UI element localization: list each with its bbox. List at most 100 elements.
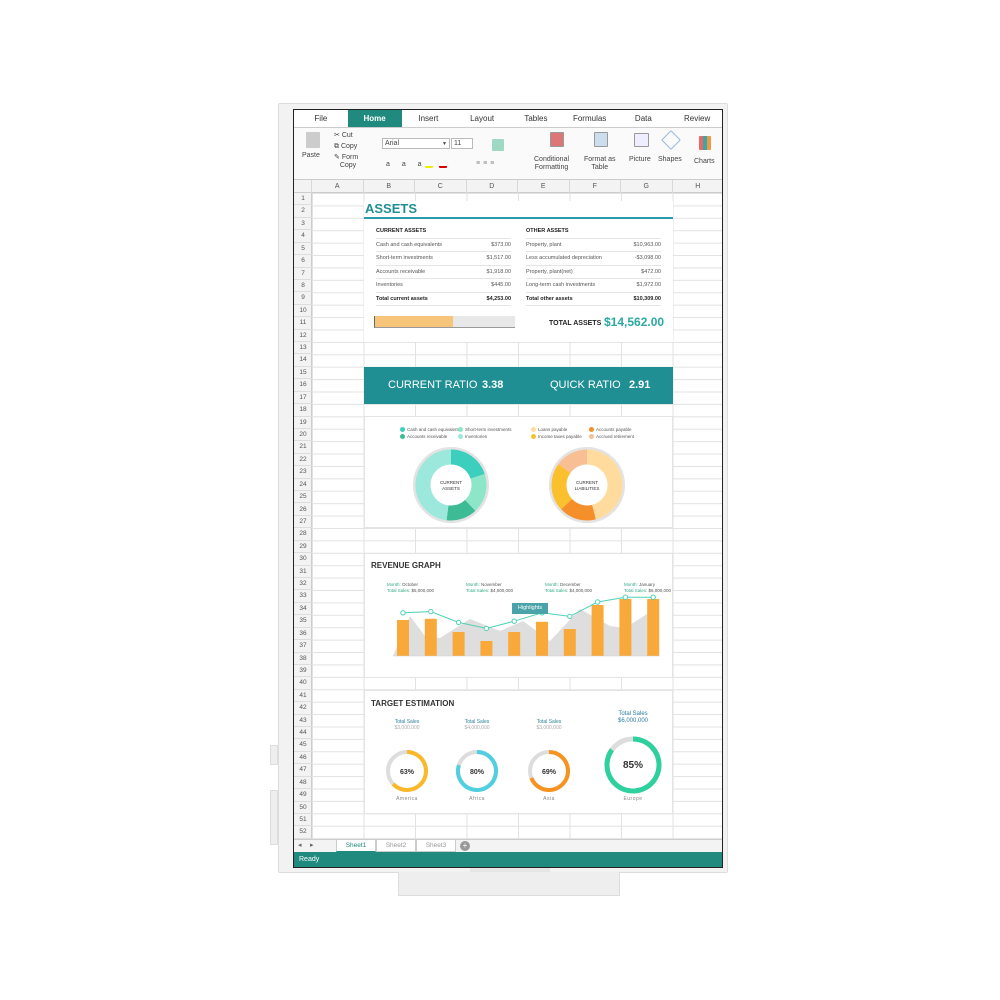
row-header[interactable]: 28 <box>294 528 312 541</box>
row-header[interactable]: 13 <box>294 342 312 355</box>
row-header[interactable]: 40 <box>294 677 312 690</box>
tab-tables[interactable]: Tables <box>524 114 548 123</box>
fill-color-icon[interactable] <box>425 160 433 168</box>
column-header-C[interactable]: C <box>415 180 467 193</box>
cut-button[interactable]: ✂ Cut <box>334 132 353 140</box>
row-header[interactable]: 17 <box>294 392 312 405</box>
column-header-E[interactable]: E <box>518 180 570 193</box>
row-header[interactable]: 39 <box>294 665 312 678</box>
row-header[interactable]: 31 <box>294 566 312 578</box>
row-header[interactable]: 50 <box>294 802 312 814</box>
font-size-select[interactable]: 11 <box>451 138 473 149</box>
row-header[interactable]: 18 <box>294 404 312 417</box>
row-header[interactable]: 25 <box>294 491 312 504</box>
font-style-buttons[interactable]: a a a <box>386 161 427 168</box>
row-header[interactable]: 4 <box>294 230 312 243</box>
tab-formulas[interactable]: Formulas <box>572 114 607 123</box>
row-header[interactable]: 3 <box>294 218 312 231</box>
column-header-D[interactable]: D <box>467 180 518 193</box>
row-header[interactable]: 44 <box>294 727 312 740</box>
row-header[interactable]: 42 <box>294 702 312 715</box>
row-header[interactable]: 12 <box>294 330 312 343</box>
tab-review[interactable]: Review <box>684 114 711 123</box>
row-header[interactable]: 47 <box>294 764 312 777</box>
column-header-H[interactable]: H <box>673 180 723 193</box>
legend-item: Income taxes payable <box>531 434 582 440</box>
tab-file[interactable]: File <box>314 114 328 123</box>
row-header[interactable]: 49 <box>294 789 312 802</box>
tab-insert[interactable]: Insert <box>418 114 439 123</box>
row-header[interactable]: 8 <box>294 280 312 293</box>
row-header[interactable]: 5 <box>294 243 312 256</box>
row-header[interactable]: 26 <box>294 504 312 516</box>
tab-data[interactable]: Data <box>634 114 652 123</box>
row-header[interactable]: 19 <box>294 417 312 429</box>
revenue-bar <box>619 599 632 656</box>
row-header[interactable]: 52 <box>294 826 312 839</box>
target-gauge: 85% <box>604 736 662 794</box>
row-header[interactable]: 35 <box>294 615 312 628</box>
highlights-button[interactable]: Highlights <box>512 603 548 614</box>
row-header[interactable]: 6 <box>294 255 312 268</box>
copy-icon: ⧉ <box>334 143 341 150</box>
column-header-B[interactable]: B <box>364 180 415 193</box>
row-header[interactable]: 36 <box>294 628 312 641</box>
row-header[interactable]: 29 <box>294 541 312 554</box>
row-header[interactable]: 2 <box>294 205 312 218</box>
row-header[interactable]: 15 <box>294 367 312 380</box>
sheet-tab-3[interactable]: Sheet3 <box>416 840 456 852</box>
row-header[interactable]: 27 <box>294 516 312 529</box>
shapes-button[interactable]: Shapes <box>658 156 682 163</box>
copy-button[interactable]: ⧉ Copy <box>334 143 357 151</box>
tab-home[interactable]: Home <box>347 110 402 127</box>
row-header[interactable]: 11 <box>294 317 312 330</box>
row-label: Less accumulated depreciation <box>526 255 602 261</box>
revenue-point <box>650 594 656 600</box>
row-header[interactable]: 38 <box>294 653 312 665</box>
row-header[interactable]: 46 <box>294 752 312 765</box>
column-header-G[interactable]: G <box>621 180 673 193</box>
align-middle-icon[interactable] <box>492 139 504 151</box>
donut-slice <box>551 464 573 510</box>
row-header[interactable]: 24 <box>294 479 312 492</box>
row-header[interactable]: 30 <box>294 553 312 566</box>
row-header[interactable]: 37 <box>294 640 312 653</box>
row-header[interactable]: 14 <box>294 354 312 367</box>
month-value: December <box>560 582 581 587</box>
row-header[interactable]: 48 <box>294 777 312 790</box>
form-copy-button[interactable]: ✎ Form Copy <box>334 154 358 170</box>
row-header[interactable]: 20 <box>294 429 312 442</box>
row-header[interactable]: 22 <box>294 454 312 467</box>
sheet-tab-2[interactable]: Sheet2 <box>376 840 416 852</box>
row-header[interactable]: 43 <box>294 715 312 728</box>
conditional-formatting-button[interactable]: Conditional Formatting <box>534 156 569 172</box>
paste-button[interactable]: Paste <box>302 152 320 159</box>
sheet-tab-1[interactable]: Sheet1 <box>336 840 376 852</box>
row-header[interactable]: 51 <box>294 814 312 827</box>
tab-layout[interactable]: Layout <box>470 114 495 123</box>
row-header[interactable]: 10 <box>294 305 312 318</box>
select-all-corner[interactable] <box>294 180 312 193</box>
scroll-left-icon[interactable]: ◂ <box>298 842 302 849</box>
align-icons[interactable]: ≡≡≡ <box>476 160 498 167</box>
charts-button[interactable]: Charts <box>694 158 715 165</box>
row-header[interactable]: 33 <box>294 590 312 603</box>
row-header[interactable]: 32 <box>294 578 312 591</box>
row-header[interactable]: 34 <box>294 603 312 616</box>
scroll-right-icon[interactable]: ▸ <box>310 842 314 849</box>
add-sheet-icon[interactable]: + <box>460 841 470 851</box>
font-select[interactable]: Arial ▼ <box>382 138 450 149</box>
row-header[interactable]: 16 <box>294 379 312 392</box>
row-header[interactable]: 45 <box>294 739 312 752</box>
row-header[interactable]: 1 <box>294 193 312 206</box>
row-header[interactable]: 9 <box>294 292 312 305</box>
format-as-table-button[interactable]: Format as Table <box>584 156 616 172</box>
row-header[interactable]: 21 <box>294 441 312 454</box>
row-header[interactable]: 7 <box>294 268 312 280</box>
font-color-icon[interactable] <box>439 160 447 168</box>
row-header[interactable]: 23 <box>294 466 312 479</box>
picture-button[interactable]: Picture <box>629 156 651 163</box>
column-header-F[interactable]: F <box>570 180 621 193</box>
row-header[interactable]: 41 <box>294 690 312 703</box>
column-header-A[interactable]: A <box>312 180 364 193</box>
